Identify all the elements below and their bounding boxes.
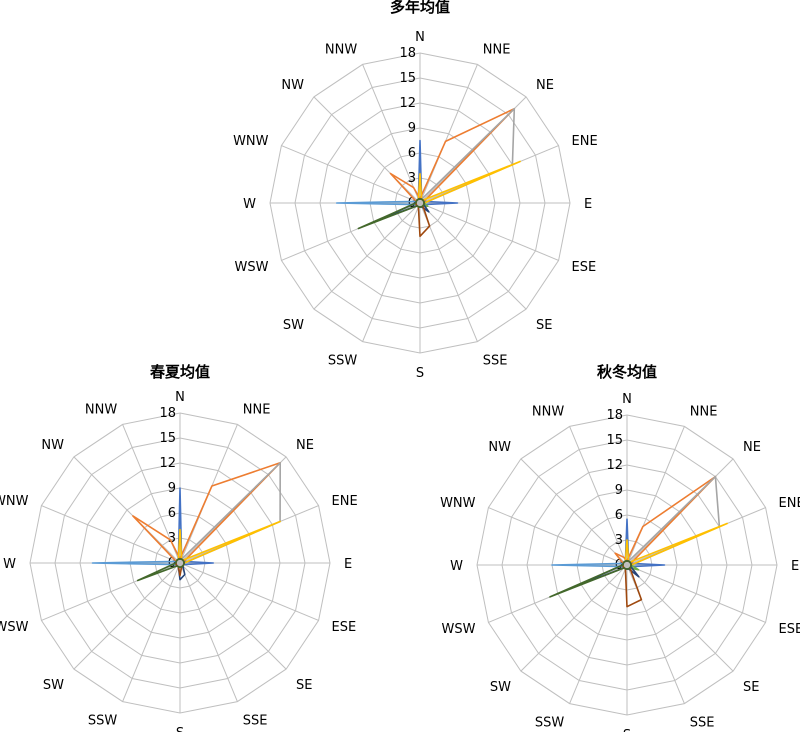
direction-label-sse: SSE [243,714,268,729]
direction-label-e: E [344,557,352,572]
direction-label-ssw: SSW [328,354,358,369]
direction-label-nne: NNE [483,43,511,58]
direction-label-wsw: WSW [235,260,269,275]
direction-label-wsw: WSW [442,622,476,637]
tick-label: 9 [168,481,176,496]
direction-label-ssw: SSW [88,714,118,729]
direction-label-se: SE [536,318,552,333]
direction-label-n: N [175,390,185,405]
grid-spoke [180,563,286,669]
tick-label: 15 [159,431,176,446]
grid-spoke [488,508,627,565]
grid-spoke [180,563,237,702]
direction-label-wnw: WNW [0,494,29,509]
direction-label-ese: ESE [779,622,800,637]
direction-label-sw: SW [490,680,511,695]
grid-spoke [74,563,180,669]
radar-chart-autumn-winter: 0369121518NNNENEENEEESESESSESSSWSWWSWWWN… [440,392,800,732]
direction-label-se: SE [743,680,759,695]
grid-spoke [41,506,180,563]
direction-label-ene: ENE [779,496,800,511]
tick-label: 3 [408,171,416,186]
direction-label-nw: NW [281,78,304,93]
grid-spoke [521,565,627,671]
direction-label-s: S [416,366,424,381]
series-line-4 [416,162,520,208]
tick-label: 3 [615,533,623,548]
tick-label: 6 [615,508,623,523]
direction-label-ne: NE [296,438,314,453]
direction-label-nnw: NNW [532,405,564,420]
direction-label-nw: NW [488,440,511,455]
direction-label-s: S [623,728,631,732]
tick-label: 15 [399,71,416,86]
grid-spoke [41,563,180,620]
chart-title-spring-summer: 春夏均值 [150,363,210,381]
direction-label-nw: NW [41,438,64,453]
grid-spoke [420,203,559,260]
tick-label: 12 [159,456,176,471]
tick-label: 9 [615,483,623,498]
direction-label-ne: NE [536,78,554,93]
chart-title-autumn-winter: 秋冬均值 [597,363,657,381]
direction-label-ese: ESE [332,620,357,635]
direction-label-n: N [622,392,632,407]
grid-spoke [627,565,733,671]
direction-label-ene: ENE [332,494,358,509]
direction-label-w: W [450,559,463,574]
tick-label: 15 [606,433,623,448]
radar-chart-spring-summer: 0369121518NNNENEENEEESESESSESSSWSWWSWWWN… [0,390,358,732]
direction-label-e: E [584,197,592,212]
grid-spoke [627,565,766,622]
tick-label: 6 [408,146,416,161]
grid-spoke [74,457,180,563]
grid-spoke [180,563,319,620]
tick-label: 18 [399,46,416,61]
tick-label: 6 [168,506,176,521]
direction-label-sse: SSE [690,716,715,731]
tick-label: 18 [159,406,176,421]
direction-label-ssw: SSW [535,716,565,731]
series-line-4 [623,524,727,570]
tick-label: 12 [399,96,416,111]
tick-label: 18 [606,408,623,423]
direction-label-sw: SW [283,318,304,333]
direction-label-s: S [176,726,184,732]
direction-label-e: E [791,559,799,574]
direction-label-wsw: WSW [0,620,29,635]
grid-spoke [281,146,420,203]
grid-spoke [281,203,420,260]
direction-label-ene: ENE [572,134,598,149]
direction-label-w: W [3,557,16,572]
chart-title-overall: 多年均值 [390,0,450,16]
direction-label-ne: NE [743,440,761,455]
grid-spoke [314,203,420,309]
series-line-4 [176,522,280,568]
direction-label-wnw: WNW [233,134,269,149]
direction-label-wnw: WNW [440,496,476,511]
tick-label: 12 [606,458,623,473]
direction-label-sse: SSE [483,354,508,369]
direction-label-ese: ESE [572,260,597,275]
direction-label-n: N [415,30,425,45]
direction-label-nnw: NNW [325,43,357,58]
radar-chart-overall: 0369121518NNNENEENEEESESESSESSSWSWWSWWWN… [233,30,598,381]
direction-label-nnw: NNW [85,403,117,418]
tick-label: 9 [408,121,416,136]
grid-spoke [123,563,180,702]
direction-label-sw: SW [43,678,64,693]
grid-spoke [420,203,526,309]
direction-label-se: SE [296,678,312,693]
direction-label-w: W [243,197,256,212]
direction-label-nne: NNE [690,405,718,420]
grid-spoke [521,459,627,565]
direction-label-nne: NNE [243,403,271,418]
